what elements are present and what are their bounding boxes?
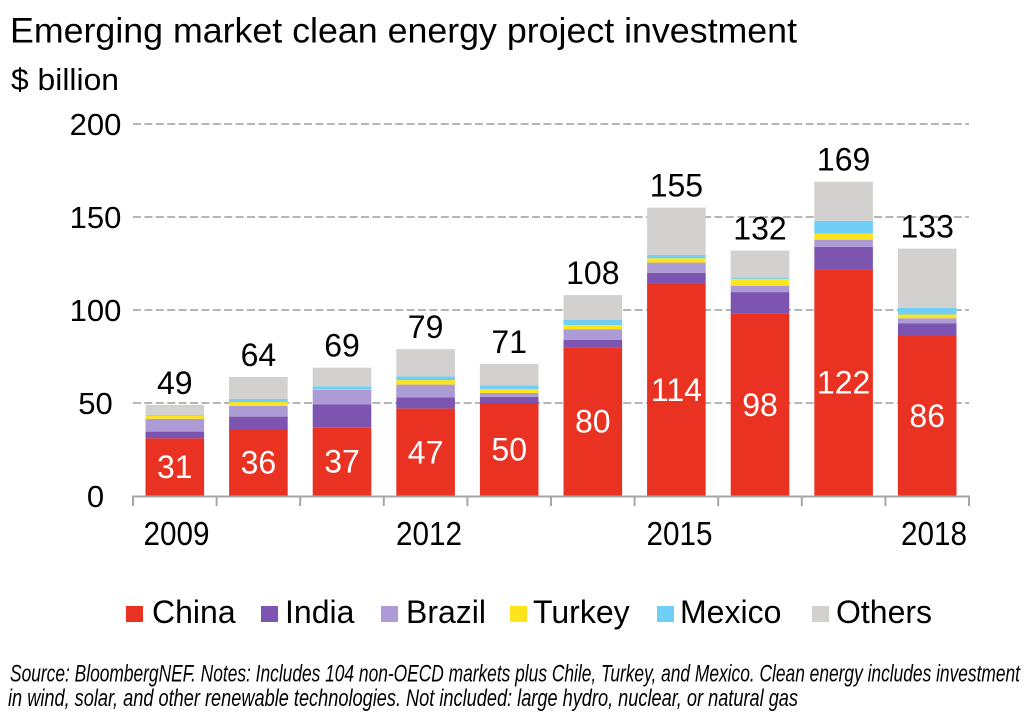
svg-text:79: 79 [408, 309, 444, 345]
svg-text:150: 150 [70, 200, 122, 235]
svg-text:80: 80 [575, 404, 611, 440]
svg-text:Others: Others [836, 594, 932, 630]
svg-text:Emerging market clean energy p: Emerging market clean energy project inv… [10, 11, 797, 50]
svg-text:Brazil: Brazil [406, 594, 486, 630]
svg-text:Turkey: Turkey [533, 594, 630, 630]
svg-text:36: 36 [241, 445, 277, 481]
svg-text:98: 98 [742, 387, 778, 423]
svg-text:2009: 2009 [144, 515, 210, 552]
svg-text:133: 133 [901, 209, 954, 245]
svg-text:100: 100 [70, 293, 122, 328]
svg-text:64: 64 [241, 337, 277, 373]
svg-text:31: 31 [157, 449, 193, 485]
svg-text:71: 71 [491, 324, 527, 360]
svg-text:2015: 2015 [647, 515, 713, 552]
svg-text:0: 0 [87, 479, 104, 514]
svg-text:50: 50 [78, 386, 112, 421]
svg-text:114: 114 [651, 372, 702, 408]
svg-text:Mexico: Mexico [680, 594, 781, 630]
svg-text:in wind, solar, and other rene: in wind, solar, and other renewable tech… [8, 685, 798, 712]
svg-text:50: 50 [491, 432, 527, 468]
svg-text:China: China [152, 594, 236, 630]
svg-text:Source: BloombergNEF. Notes: I: Source: BloombergNEF. Notes: Includes 10… [10, 661, 1021, 688]
svg-text:200: 200 [70, 107, 122, 142]
svg-text:69: 69 [324, 328, 360, 364]
svg-text:49: 49 [157, 365, 193, 401]
svg-text:37: 37 [324, 444, 360, 480]
svg-text:169: 169 [817, 142, 870, 178]
svg-text:108: 108 [566, 255, 619, 291]
svg-text:47: 47 [408, 434, 444, 470]
svg-text:2012: 2012 [396, 515, 462, 552]
svg-text:132: 132 [733, 211, 786, 247]
svg-text:$ billion: $ billion [11, 62, 119, 97]
svg-text:155: 155 [650, 168, 703, 204]
svg-text:86: 86 [909, 398, 945, 434]
svg-text:India: India [285, 594, 355, 630]
svg-text:122: 122 [817, 365, 870, 401]
svg-text:2018: 2018 [901, 515, 967, 552]
